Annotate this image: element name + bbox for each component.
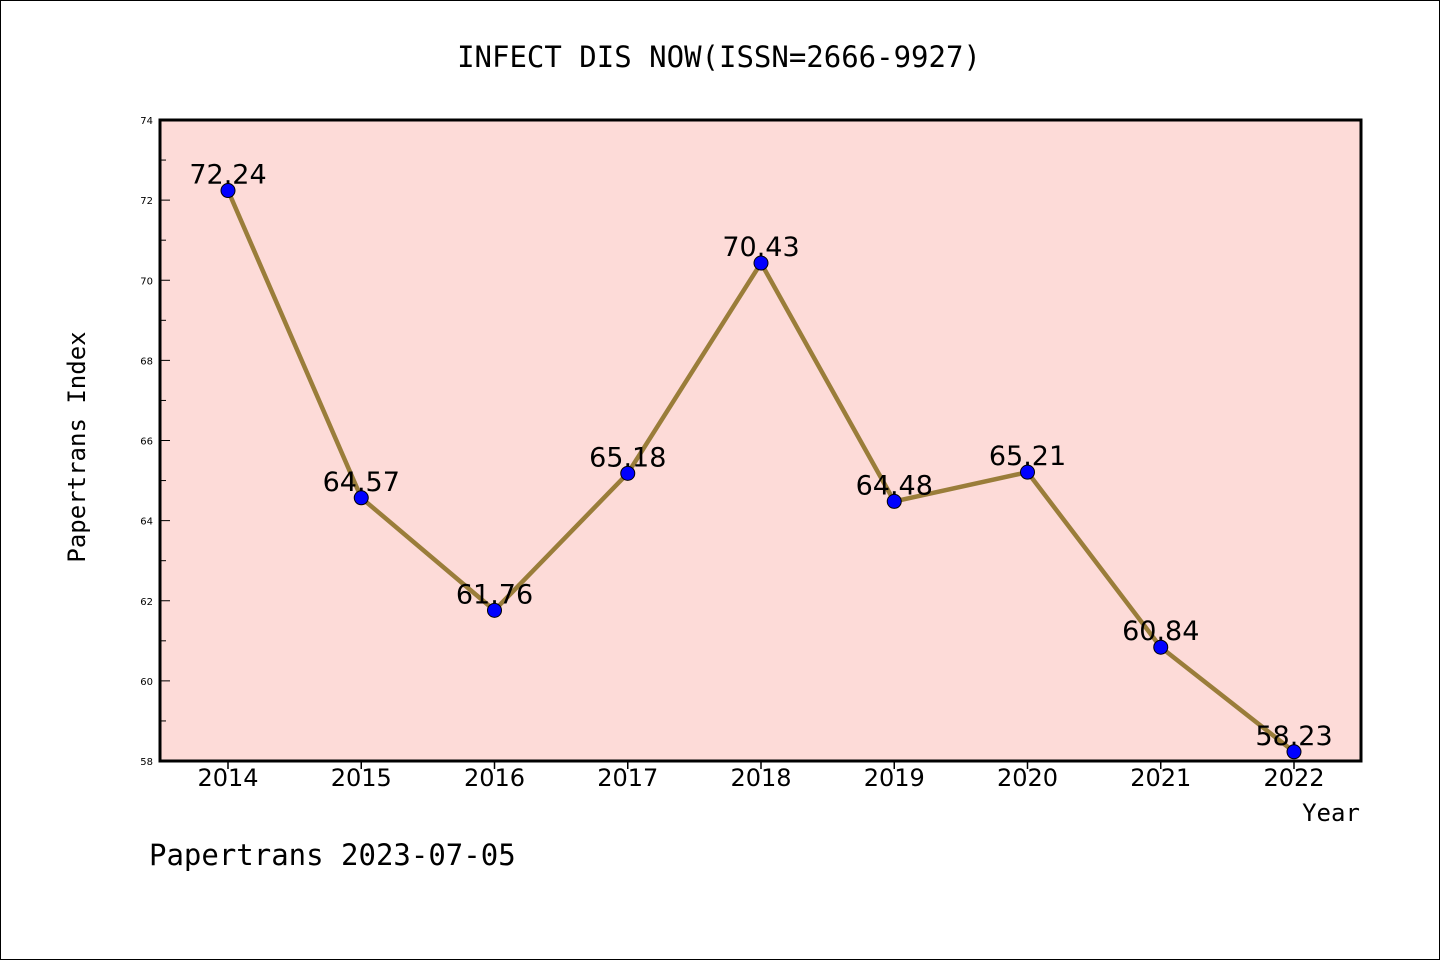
x-tick-label: 2015: [331, 764, 392, 792]
x-axis: 2014 2015 2016 2017 2018 2019 2020 2021 2022: [197, 761, 1325, 792]
x-tick-label: 2016: [464, 764, 525, 792]
data-point: [353, 490, 369, 506]
x-tick-label: 2021: [1130, 764, 1191, 792]
x-tick-label: 2020: [997, 764, 1058, 792]
data-label: 65.18: [589, 442, 666, 473]
markers-group: [220, 183, 1302, 760]
y-tick-label: 58: [140, 757, 153, 768]
data-point: [620, 465, 636, 481]
y-axis: 58 60 62 64 66 68 70 72 74: [140, 116, 170, 768]
data-labels-group: 72.24 64.57 61.76 65.18 70.43 64.48 65.21 60.84…: [189, 160, 1332, 752]
y-tick-label: 62: [140, 597, 153, 608]
x-tick-label: 2022: [1263, 764, 1324, 792]
footer-text: Papertrans 2023-07-05: [149, 838, 516, 872]
y-tick-label: 64: [140, 517, 153, 528]
y-axis-label: Papertrans Index: [63, 331, 91, 562]
data-label: 61.76: [456, 579, 533, 610]
x-tick-label: 2019: [864, 764, 925, 792]
x-tick-label: 2017: [597, 764, 658, 792]
y-tick-label: 72: [140, 196, 153, 207]
data-point: [487, 602, 502, 618]
y-tick-label: 60: [140, 677, 153, 688]
y-tick-label: 66: [140, 437, 153, 448]
data-label: 60.84: [1122, 616, 1199, 647]
data-point: [1153, 639, 1169, 655]
data-label: 70.43: [722, 232, 799, 263]
y-tick-label: 68: [140, 356, 153, 367]
data-point: [886, 493, 902, 509]
x-tick-label: 2018: [730, 764, 791, 792]
x-axis-label: Year: [1302, 799, 1360, 827]
data-label: 72.24: [189, 160, 266, 191]
data-label: 64.48: [856, 470, 933, 501]
data-point: [753, 255, 769, 271]
chart-title: INFECT DIS NOW(ISSN=2666-9927): [457, 40, 981, 74]
y-tick-label: 74: [140, 116, 153, 127]
data-label: 58.23: [1255, 721, 1332, 752]
y-tick-label: 70: [140, 276, 153, 287]
data-label: 64.57: [323, 467, 400, 498]
data-label: 65.21: [989, 441, 1066, 472]
data-point: [220, 183, 236, 199]
data-point: [1286, 744, 1302, 760]
x-tick-label: 2014: [197, 764, 258, 792]
data-point: [1020, 464, 1035, 480]
